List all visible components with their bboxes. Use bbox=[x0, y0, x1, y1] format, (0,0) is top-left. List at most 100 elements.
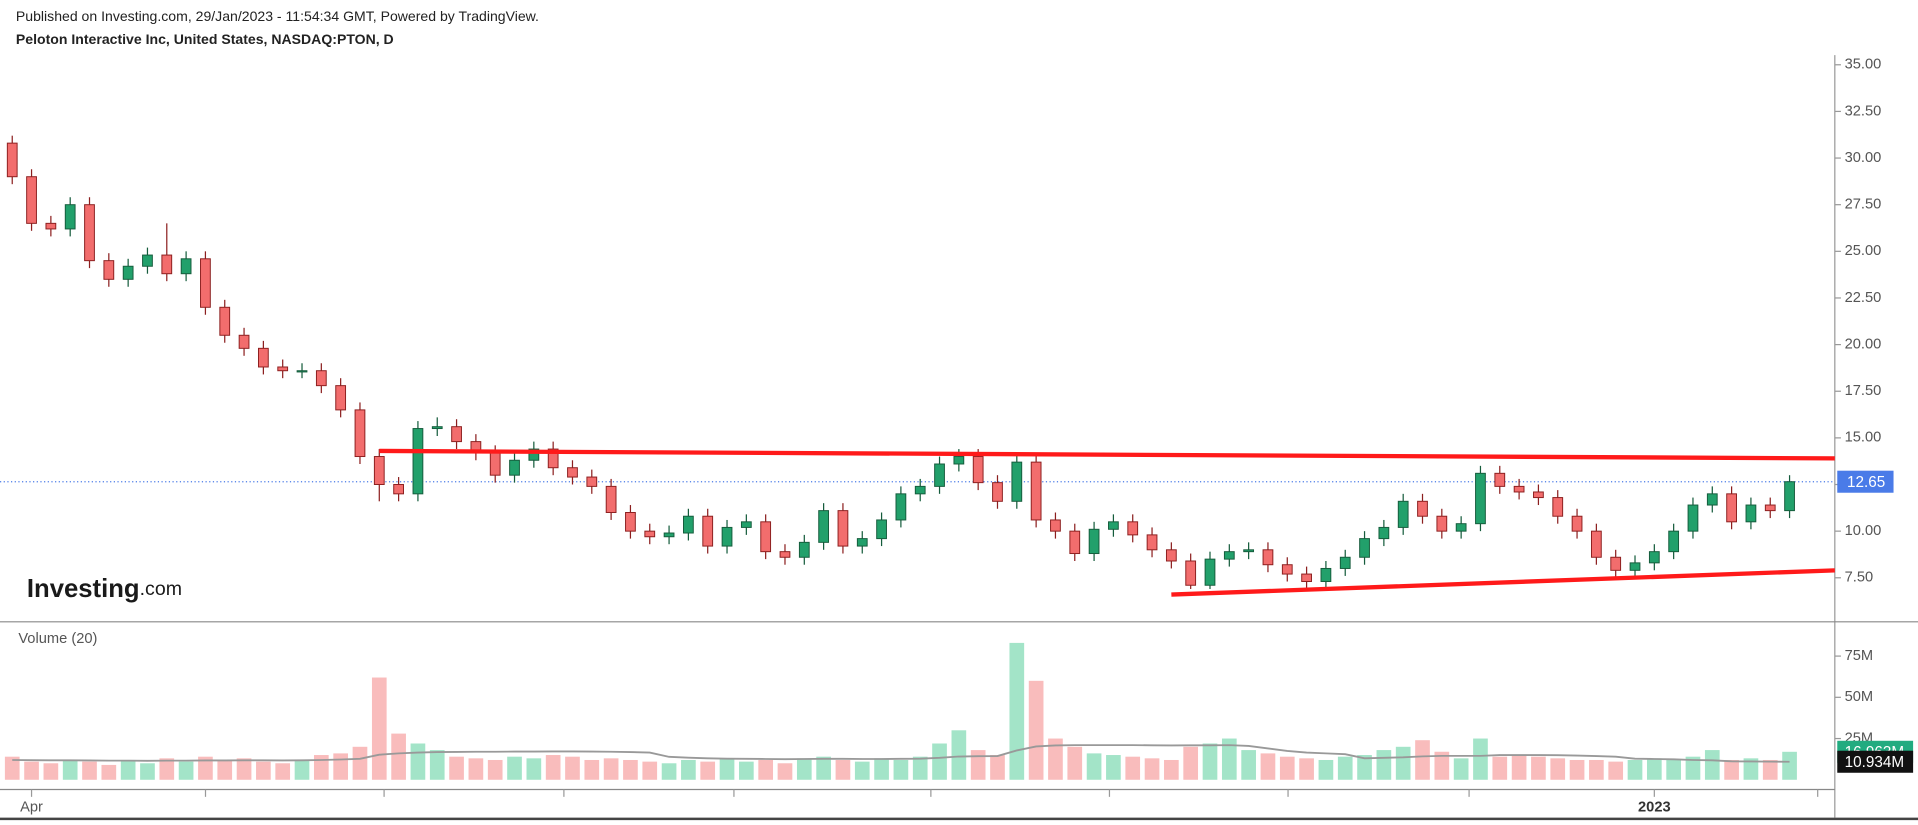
volume-bar bbox=[1646, 758, 1662, 780]
volume-bar bbox=[1782, 751, 1797, 780]
candle-body bbox=[1204, 558, 1216, 586]
candle-body bbox=[1436, 515, 1448, 532]
volume-bars bbox=[4, 642, 1797, 780]
candle-body bbox=[1629, 562, 1641, 571]
candle-body bbox=[605, 485, 617, 513]
logo-name: Investing bbox=[27, 575, 140, 603]
volume-bar bbox=[912, 756, 928, 780]
y-tick-label: 7.50 bbox=[1845, 570, 1874, 586]
volume-bar bbox=[43, 763, 59, 780]
volume-bar bbox=[777, 763, 793, 780]
volume-bar bbox=[352, 746, 368, 780]
y-tick-label: 30.00 bbox=[1845, 150, 1882, 166]
volume-bar bbox=[739, 761, 754, 780]
published-note: Published on Investing.com, 29/Jan/2023 … bbox=[16, 8, 539, 24]
candle-body bbox=[992, 482, 1003, 502]
candle-body bbox=[914, 485, 926, 495]
candle-body bbox=[779, 551, 791, 558]
candle-body bbox=[161, 254, 173, 275]
y-tick-label: 15.00 bbox=[1845, 430, 1882, 446]
candle-body bbox=[1764, 504, 1776, 512]
candle-body bbox=[1475, 472, 1486, 525]
time-tick-marks bbox=[204, 789, 1819, 797]
volume-bar bbox=[584, 759, 600, 780]
candle-body bbox=[1397, 500, 1409, 528]
volume-bar bbox=[449, 756, 464, 780]
candle-body bbox=[103, 260, 115, 280]
volume-bar bbox=[256, 761, 271, 780]
volume-bar bbox=[526, 758, 542, 780]
volume-bar bbox=[178, 761, 194, 780]
volume-bar bbox=[700, 761, 716, 780]
candle-body bbox=[6, 142, 18, 178]
volume-bar bbox=[545, 755, 561, 780]
candle-body bbox=[489, 452, 501, 476]
volume-bar bbox=[1473, 738, 1488, 780]
candle-body bbox=[1030, 461, 1042, 521]
candle-body bbox=[663, 532, 675, 538]
volume-bar bbox=[1589, 759, 1604, 780]
volume-bar bbox=[1704, 750, 1720, 780]
candle-body bbox=[818, 510, 830, 543]
volume-bar bbox=[1318, 759, 1334, 780]
candle-body bbox=[1687, 504, 1699, 532]
candle-body bbox=[1455, 523, 1467, 532]
volume-bar bbox=[970, 750, 986, 780]
volume-bar bbox=[82, 761, 97, 780]
candle-body bbox=[856, 538, 868, 547]
candle-body bbox=[1706, 493, 1718, 506]
candle-body bbox=[296, 370, 308, 373]
volume-bar bbox=[275, 763, 291, 780]
volume-bar bbox=[932, 743, 947, 780]
volume-bar bbox=[565, 756, 580, 780]
candle-body bbox=[1378, 526, 1390, 540]
candle-body bbox=[1088, 528, 1100, 555]
volume-bar bbox=[642, 761, 658, 780]
volume-bar bbox=[333, 753, 348, 780]
candle-body bbox=[373, 456, 385, 486]
candle-body bbox=[1571, 515, 1583, 532]
volume-bar bbox=[1009, 642, 1025, 780]
volume-bar bbox=[313, 755, 329, 780]
candle-body bbox=[1320, 567, 1332, 583]
volume-bar bbox=[1048, 738, 1063, 780]
candle-body bbox=[740, 521, 752, 528]
candle-body bbox=[45, 222, 57, 230]
volume-bar bbox=[1028, 680, 1044, 780]
volume-bar bbox=[1241, 750, 1256, 780]
volume-bar bbox=[101, 764, 117, 780]
volume-bar bbox=[681, 759, 696, 780]
candle-body bbox=[393, 484, 404, 495]
volume-bar bbox=[854, 761, 870, 780]
trendline bbox=[1171, 568, 1835, 597]
candle-body bbox=[1108, 521, 1119, 530]
y-tick-label: 27.50 bbox=[1845, 197, 1882, 213]
volume-ma-line bbox=[12, 744, 1790, 763]
volume-bar bbox=[236, 758, 252, 780]
candle-body bbox=[64, 204, 76, 230]
candle-body bbox=[586, 476, 598, 487]
candle-body bbox=[1301, 573, 1312, 583]
candle-body bbox=[1262, 549, 1274, 566]
volume-bar bbox=[1608, 761, 1624, 780]
volume-bar bbox=[796, 758, 812, 780]
volume-bar bbox=[487, 759, 503, 780]
volume-bar bbox=[294, 759, 310, 780]
y-tick-label: 17.50 bbox=[1845, 383, 1882, 399]
candle-body bbox=[1223, 551, 1235, 560]
y-tick-label: 75M bbox=[1845, 648, 1874, 664]
candle-body bbox=[509, 459, 520, 476]
volume-bar bbox=[951, 730, 967, 780]
volume-bar bbox=[1106, 755, 1121, 780]
candle-body bbox=[238, 334, 250, 349]
volume-bar bbox=[1279, 756, 1295, 780]
volume-bar bbox=[371, 677, 387, 780]
volume-bar bbox=[1202, 743, 1218, 780]
candle-body bbox=[431, 426, 443, 430]
volume-bar bbox=[429, 750, 445, 780]
volume-bar bbox=[758, 759, 774, 780]
volume-bar bbox=[1743, 758, 1759, 780]
volume-bar bbox=[990, 755, 1005, 780]
